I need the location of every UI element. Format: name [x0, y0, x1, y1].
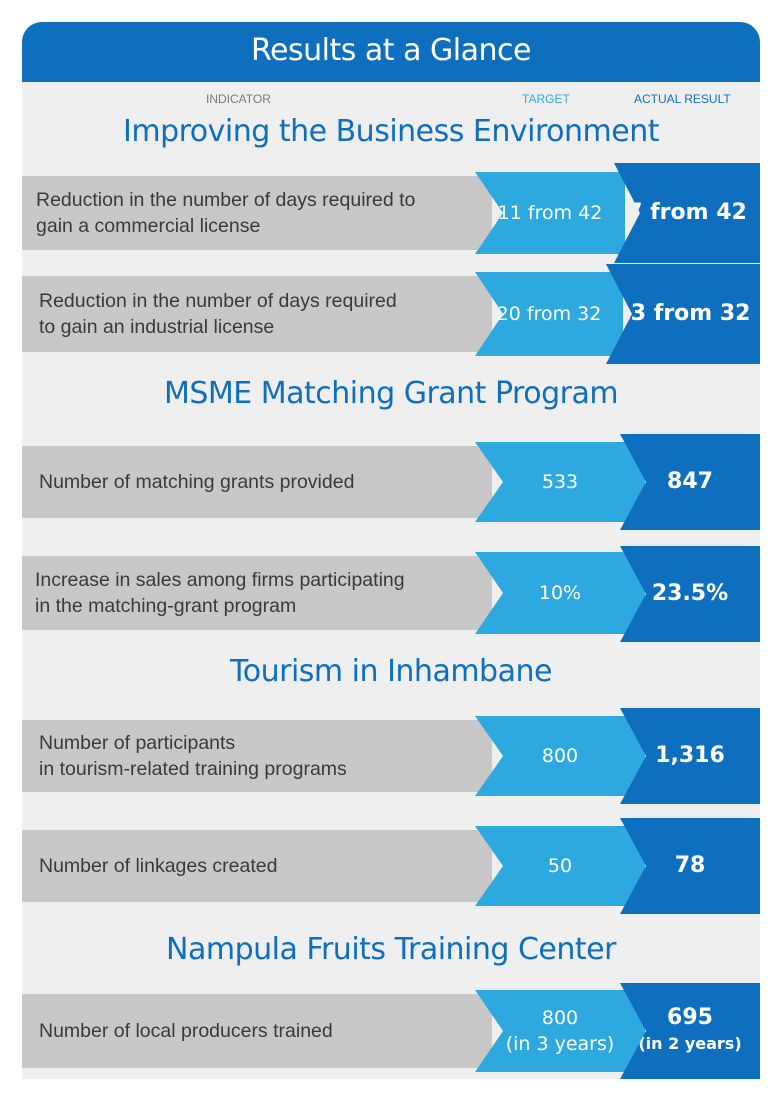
section-title: Improving the Business Environment	[123, 114, 659, 149]
target-text: 50	[547, 855, 573, 877]
indicator-text: to gain an industrial license	[39, 316, 275, 338]
indicator-text: Number of matching grants provided	[39, 471, 355, 493]
indicator-text: in tourism-related training programs	[39, 758, 347, 780]
page-title: Results at a Glance	[22, 22, 760, 82]
actual-text: 23.5%	[651, 581, 729, 606]
actual-text: 1,316	[655, 743, 725, 768]
indicator-text: Number of local producers trained	[39, 1020, 333, 1042]
table-row: Reduction in the number of days required…	[22, 264, 760, 368]
indicator-text: Reduction in the number of days required…	[36, 189, 416, 211]
actual-text: 7 from 42	[627, 200, 747, 225]
column-header-indicator: INDICATOR	[206, 92, 271, 106]
indicator-cell: Number of matching grants provided	[22, 446, 492, 518]
indicator-cell: Reduction in the number of days required…	[22, 176, 492, 250]
indicator-cell: Reduction in the number of days required…	[22, 276, 492, 352]
target-value: 800 (in 3 years)	[475, 990, 645, 1072]
table-row: Number of matching grants provided 533 8…	[22, 434, 760, 530]
indicator-text: in the matching-grant program	[35, 595, 297, 617]
table-row: Number of participants in tourism-related…	[22, 708, 760, 804]
section-title: Tourism in Inhambane	[230, 654, 552, 689]
actual-value: 78	[620, 818, 760, 914]
actual-text: 78	[674, 853, 706, 878]
target-text: 10%	[538, 582, 582, 604]
column-header-target: TARGET	[522, 92, 570, 106]
target-value: 11 from 42	[475, 172, 625, 254]
target-value: 533	[475, 442, 645, 522]
actual-value: 13 from 32	[606, 264, 760, 364]
actual-text: 847	[667, 469, 713, 494]
table-row: Number of linkages created 50 78	[22, 818, 760, 914]
actual-value: 7 from 42	[614, 163, 760, 263]
indicator-cell: Number of local producers trained	[22, 994, 492, 1068]
actual-text: 13 from 32	[615, 301, 751, 326]
section-title: Nampula Fruits Training Center	[166, 932, 616, 967]
indicator-cell: Increase in sales among firms participat…	[22, 556, 492, 630]
target-value: 10%	[475, 552, 645, 634]
target-text: 533	[541, 471, 579, 493]
target-note: (in 3 years)	[505, 1033, 615, 1055]
table-row: Reduction in the number of days required…	[22, 163, 760, 268]
target-text: 800	[541, 745, 579, 767]
target-text: 800	[541, 1007, 579, 1029]
indicator-text: gain a commercial license	[36, 215, 261, 237]
indicator-text: Number of linkages created	[39, 855, 278, 877]
column-header-actual: ACTUAL RESULT	[634, 92, 731, 106]
table-row: Number of local producers trained 800 (i…	[22, 983, 760, 1079]
target-text: 11 from 42	[497, 202, 603, 224]
actual-note: (in 2 years)	[638, 1034, 742, 1053]
actual-text: 695	[667, 1005, 713, 1030]
target-value: 800	[475, 716, 645, 796]
indicator-cell: Number of participants in tourism-related…	[22, 720, 492, 792]
target-value: 50	[475, 826, 645, 906]
target-text: 20 from 32	[496, 303, 602, 325]
section-title: MSME Matching Grant Program	[163, 376, 619, 411]
results-card: Results at a Glance INDICATOR TARGET ACT…	[22, 22, 760, 1079]
table-row: Increase in sales among firms participat…	[22, 546, 760, 642]
indicator-text: Number of participants	[39, 732, 236, 754]
indicator-text: Increase in sales among firms participat…	[35, 569, 405, 591]
indicator-text: Reduction in the number of days required	[39, 290, 397, 312]
target-value: 20 from 32	[475, 272, 623, 356]
indicator-cell: Number of linkages created	[22, 830, 492, 902]
